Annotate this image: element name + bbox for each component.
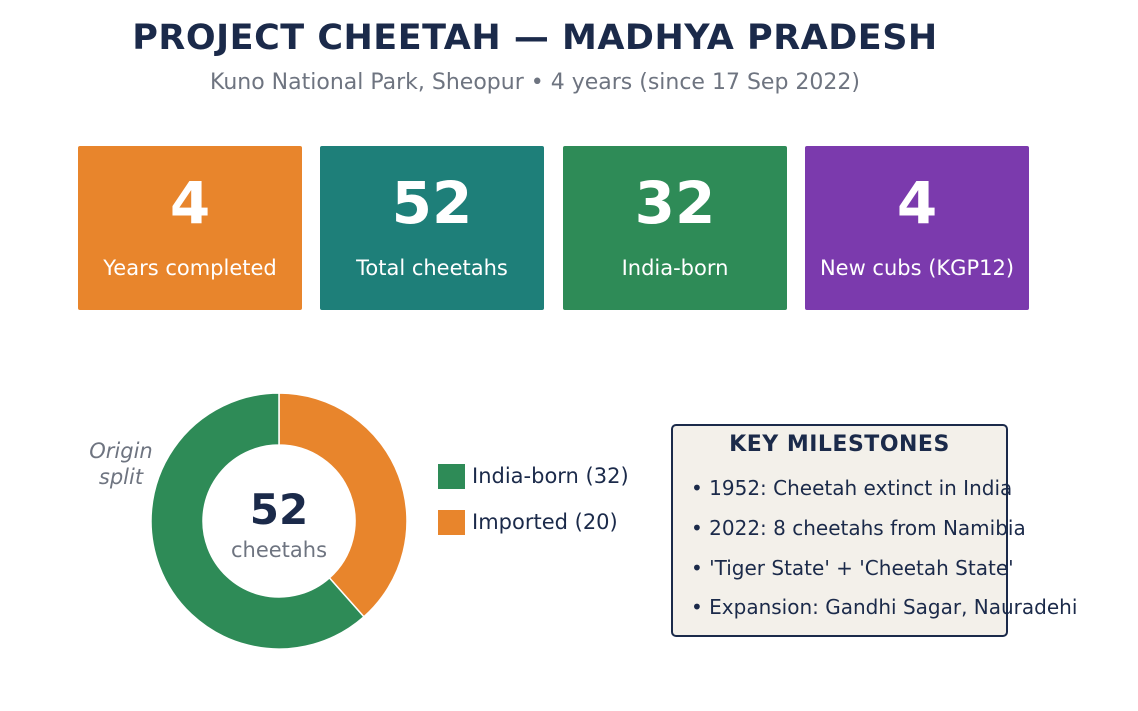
stat-label: Total cheetahs [356,256,508,280]
donut-title: Origin split [62,438,180,490]
milestone-item: • Expansion: Gandhi Sagar, Nauradehi [691,595,1078,619]
stat-value: 4 [169,169,211,237]
stat-card-total: 52 Total cheetahs [320,146,544,310]
donut-slice-imported [278,392,408,618]
stat-label: Years completed [103,256,277,280]
stat-value: 32 [634,169,716,237]
page-subtitle: Kuno National Park, Sheopur • 4 years (s… [210,70,860,95]
milestone-item: • 2022: 8 cheetahs from Namibia [691,516,1026,540]
donut-center-value: 52 [250,485,308,534]
page-title: PROJECT CHEETAH — MADHYA PRADESH [132,18,938,58]
key-milestones-box: KEY MILESTONES • 1952: Cheetah extinct i… [671,424,1077,637]
legend-label: India-born (32) [472,464,629,488]
stat-card-india-born: 32 India-born [563,146,787,310]
legend-label: Imported (20) [472,510,618,534]
stat-card-cubs: 4 New cubs (KGP12) [805,146,1029,310]
donut-title-line: Origin [89,439,153,463]
stat-value: 4 [896,169,938,237]
stat-card-years: 4 Years completed [78,146,302,310]
donut-slice-india-born [150,392,365,650]
legend-swatch [438,510,465,535]
origin-donut-chart: 52 cheetahs [150,392,408,650]
milestone-item: • 'Tiger State' + 'Cheetah State' [691,556,1014,580]
stat-label: India-born [621,256,729,280]
milestone-item: • 1952: Cheetah extinct in India [691,476,1013,500]
stat-label: New cubs (KGP12) [819,256,1015,280]
donut-center-label: cheetahs [231,538,327,562]
stat-value: 52 [391,169,473,237]
donut-title-line: split [98,465,144,489]
milestones-title: KEY MILESTONES [729,432,950,457]
legend-swatch [438,464,465,489]
